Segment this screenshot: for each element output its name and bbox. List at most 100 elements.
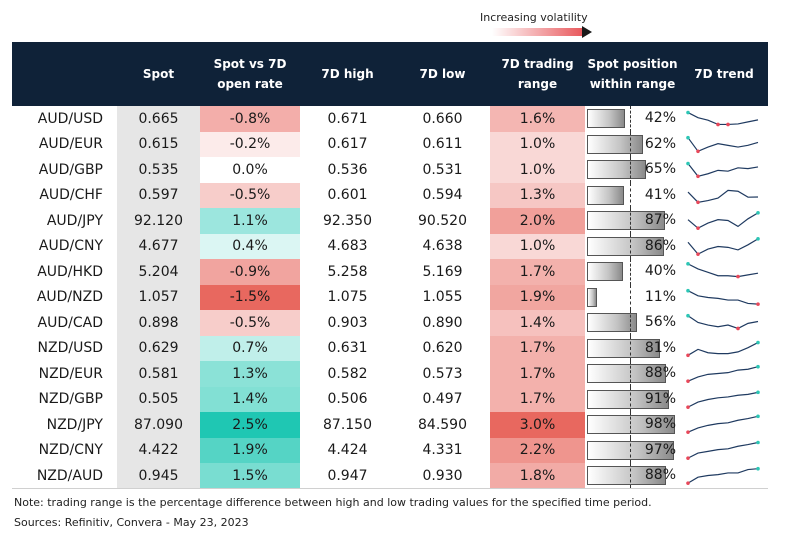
trend-cell [680,336,768,362]
low-cell: 5.169 [422,263,463,280]
spot-vs-open-cell: -0.8% [200,106,300,132]
trend-sparkline [686,262,759,279]
trend-low-marker [716,122,720,127]
range-cell: 1.0% [490,233,585,259]
position-cell: 41% [585,182,680,208]
trend-sparkline [686,288,760,306]
trend-cell [680,183,768,209]
position-bar [587,466,667,485]
range-cell: 1.7% [490,386,585,412]
high-cell: 0.601 [327,187,368,204]
spot-cell: 1.057 [117,284,200,310]
trend-cell [680,387,768,413]
high-cell: 92.350 [323,212,372,229]
position-cell: 91% [585,386,680,412]
spot-vs-open-cell: -0.9% [200,259,300,285]
pair-cell: AUD/CNY [38,238,103,255]
trend-high-marker [756,414,760,419]
position-midline [630,208,631,234]
header-spot-position: Spot position within range [585,42,680,106]
low-cell: 0.890 [422,314,463,331]
spot-cell: 0.581 [117,361,200,387]
low-cell: 0.531 [422,161,463,178]
trend-high-marker [756,365,760,369]
high-cell: 4.424 [327,442,368,459]
trend-low-marker [696,200,700,204]
table-row: NZD/AUD 0.945 1.5% 0.947 0.930 1.8% 88% [12,463,768,489]
position-value: 41% [644,186,676,203]
pair-cell: NZD/EUR [38,365,103,382]
trend-cell [680,412,768,438]
low-cell: 4.331 [422,442,463,459]
position-bar [587,313,638,332]
position-bar [587,389,669,409]
trend-line [687,416,759,433]
table-row: NZD/GBP 0.505 1.4% 0.506 0.497 1.7% 91% [12,386,768,413]
position-bar [587,364,667,383]
trend-high-marker [686,135,690,140]
trend-high-marker [756,466,760,471]
trend-cell [680,463,768,489]
trend-low-marker [696,226,700,231]
trend-high-marker [686,162,690,166]
spot-vs-open-cell: 1.3% [200,361,300,387]
trend-low-marker [696,252,700,256]
low-cell: 0.930 [395,463,490,489]
position-bar [587,262,623,281]
range-cell: 1.0% [490,157,585,183]
trend-low-marker [756,302,760,306]
table-row: AUD/CHF 0.597 -0.5% 0.601 0.594 1.3% 41% [12,182,768,209]
trend-low-marker [686,430,690,435]
spot-vs-open-cell: -0.5% [200,310,300,336]
trend-cell [680,361,768,387]
trend-line [687,289,759,305]
trend-high-marker [686,314,690,318]
spot-cell: 0.665 [117,106,200,132]
trend-sparkline [686,440,760,460]
pair-cell: AUD/EUR [38,136,103,153]
range-cell: 1.6% [490,106,585,132]
table-row: AUD/HKD 5.204 -0.9% 5.258 5.169 1.7% 40% [12,259,768,285]
spot-vs-open-cell: 0.7% [200,335,300,361]
pair-cell: AUD/GBP [38,161,103,178]
table-row: AUD/JPY 92.120 1.1% 92.350 90.520 2.0% 87% [12,208,768,234]
high-cell: 0.671 [327,110,368,127]
pair-cell: NZD/CNY [38,442,103,459]
spot-cell: 0.535 [117,157,200,183]
position-value: 65% [644,161,676,177]
spot-cell: 0.505 [117,386,200,412]
position-midline [630,182,631,208]
pair-cell: NZD/JPY [46,416,103,433]
volatility-gradient-arrow [492,26,592,38]
header-7d-range: 7D trading range [490,42,585,106]
high-cell: 0.631 [327,340,368,357]
trend-sparkline [687,211,760,231]
position-cell: 40% [585,259,680,285]
range-cell: 2.0% [490,208,585,234]
high-cell: 0.947 [300,463,395,489]
low-cell: 0.620 [422,340,463,357]
spot-vs-open-cell: -1.5% [200,284,300,310]
pair-cell: AUD/CHF [39,187,103,204]
trend-low-marker [726,122,730,127]
position-cell: 81% [585,335,680,361]
trend-low-marker [736,275,740,279]
trend-line [687,163,759,178]
trend-sparkline [687,236,760,256]
table-row: AUD/NZD 1.057 -1.5% 1.075 1.055 1.9% 11% [12,284,768,310]
position-bar [587,338,660,358]
spot-cell: 92.120 [117,208,200,234]
trend-line [687,341,759,356]
header-7d-low: 7D low [395,42,490,106]
table-row: NZD/USD 0.629 0.7% 0.631 0.620 1.7% 81% [12,335,768,362]
position-value: 11% [644,288,676,305]
trend-high-marker [686,262,690,266]
trend-sparkline [686,135,759,153]
table-row: NZD/CNY 4.422 1.9% 4.424 4.331 2.2% 97% [12,437,768,463]
position-midline [630,259,631,285]
spot-cell: 0.597 [117,182,200,208]
position-cell: 56% [585,310,680,336]
position-midline [630,463,631,488]
table-row: AUD/EUR 0.615 -0.2% 0.617 0.611 1.0% 62% [12,131,768,157]
trend-sparkline [686,414,760,435]
